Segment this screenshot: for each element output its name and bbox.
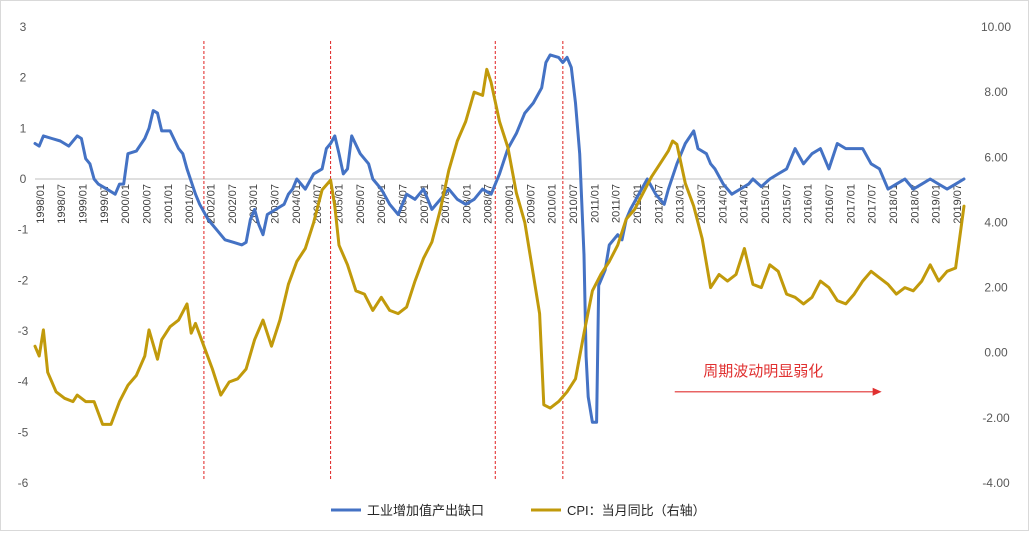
x-tick-label: 2007/01 (419, 184, 431, 224)
x-tick-label: 2017/07 (867, 184, 879, 224)
left-tick-label: 1 (20, 121, 27, 135)
left-tick-label: -3 (18, 324, 29, 338)
x-tick-label: 1999/01 (78, 184, 90, 224)
right-tick-label: -4.00 (982, 476, 1010, 490)
left-tick-label: -5 (18, 425, 29, 439)
right-tick-label: 6.00 (984, 150, 1008, 164)
legend: 工业增加值产出缺口 CPI：当月同比（右轴） (331, 503, 706, 518)
right-tick-label: 8.00 (984, 85, 1008, 99)
left-tick-label: 2 (20, 71, 27, 85)
x-tick-label: 2003/01 (248, 184, 260, 224)
x-tick-label: 2001/07 (184, 184, 196, 224)
left-tick-label: -4 (18, 375, 29, 389)
left-tick-label: -1 (18, 223, 29, 237)
legend-label: 工业增加值产出缺口 (367, 503, 484, 518)
x-tick-label: 2009/07 (525, 184, 537, 224)
marker-layer (203, 41, 564, 479)
left-tick-label: -2 (18, 273, 29, 287)
right-tick-label: 2.00 (984, 281, 1008, 295)
series-line (33, 53, 966, 424)
x-tick-label: 2017/01 (845, 184, 857, 224)
x-tick-label: 2000/01 (120, 184, 132, 224)
x-tick-label: 2016/07 (824, 184, 836, 224)
x-tick-label: 2014/07 (739, 184, 751, 224)
x-tick-label: 2016/01 (803, 184, 815, 224)
annotation-layer: 周期波动明显弱化 (674, 363, 882, 396)
x-tick-label: 1998/01 (35, 184, 47, 224)
x-tick-label: 2010/01 (547, 184, 559, 224)
right-tick-label: 10.00 (981, 20, 1011, 34)
x-tick-label: 2019/07 (952, 184, 964, 224)
annotation-arrowhead (872, 387, 882, 396)
right-axis: 10.00 8.00 6.00 4.00 2.00 0.00 -2.00 -4.00 (981, 20, 1011, 490)
x-tick-label: 2002/07 (227, 184, 239, 224)
right-tick-label: 4.00 (984, 215, 1008, 229)
x-tick-label: 1999/07 (99, 184, 111, 224)
x-tick-label: 2015/07 (781, 184, 793, 224)
x-tick-label: 2005/07 (355, 184, 367, 224)
x-tick-label: 2013/07 (696, 184, 708, 224)
legend-label: CPI：当月同比（右轴） (567, 503, 706, 518)
x-tick-label: 2009/01 (504, 184, 516, 224)
x-tick-label: 2018/07 (909, 184, 921, 224)
x-tick-label: 2014/01 (717, 184, 729, 224)
left-axis: 3 2 1 0 -1 -2 -3 -4 -5 -6 (18, 20, 29, 490)
x-tick-label: 2019/01 (931, 184, 943, 224)
cpi-series (33, 67, 966, 426)
x-tick-label: 2002/01 (206, 184, 218, 224)
x-tick-label: 2004/01 (291, 184, 303, 224)
annotation-text: 周期波动明显弱化 (703, 363, 823, 380)
x-tick-label: 2018/01 (888, 184, 900, 224)
series-line (33, 67, 966, 426)
x-tick-label: 2010/07 (568, 184, 580, 224)
x-tick-label: 2001/01 (163, 184, 175, 224)
left-tick-label: -6 (18, 476, 29, 490)
left-tick-label: 0 (20, 172, 27, 186)
x-tick-label: 2011/07 (611, 184, 623, 223)
x-tick-label: 2013/01 (675, 184, 687, 224)
output-gap-series (33, 53, 966, 424)
x-axis: 1998/01 1998/07 1999/01 1999/07 2000/01 2000/… (35, 184, 964, 224)
x-tick-label: 1998/07 (56, 184, 68, 224)
right-tick-label: -2.00 (982, 411, 1010, 425)
x-tick-label: 2000/07 (142, 184, 154, 224)
series-layer (33, 53, 966, 426)
x-tick-label: 2015/01 (760, 184, 772, 224)
x-tick-label: 2003/07 (269, 184, 281, 224)
right-tick-label: 0.00 (984, 346, 1008, 360)
left-tick-label: 3 (20, 20, 27, 34)
x-tick-label: 2011/01 (589, 184, 601, 223)
